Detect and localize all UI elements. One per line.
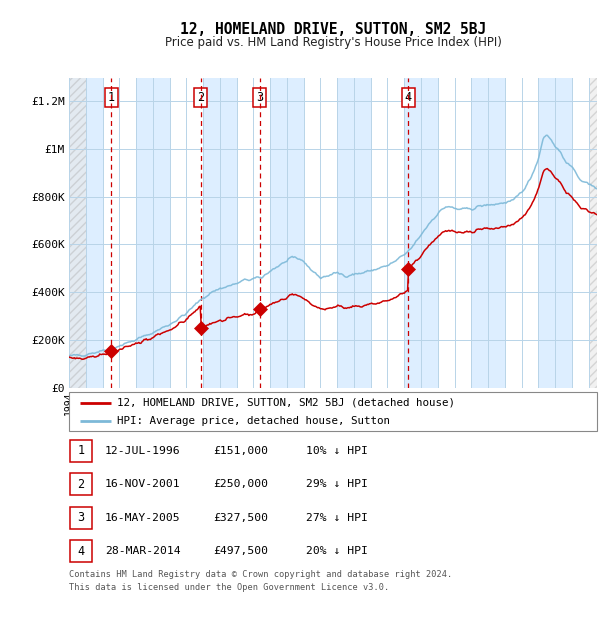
Text: 1: 1 (77, 445, 85, 457)
Text: This data is licensed under the Open Government Licence v3.0.: This data is licensed under the Open Gov… (69, 583, 389, 593)
Text: 12, HOMELAND DRIVE, SUTTON, SM2 5BJ: 12, HOMELAND DRIVE, SUTTON, SM2 5BJ (180, 22, 486, 37)
Text: 12, HOMELAND DRIVE, SUTTON, SM2 5BJ (detached house): 12, HOMELAND DRIVE, SUTTON, SM2 5BJ (det… (116, 398, 455, 408)
Bar (69, 78, 86, 388)
Text: 29% ↓ HPI: 29% ↓ HPI (306, 479, 368, 489)
Bar (404, 78, 438, 388)
Text: 12-JUL-1996: 12-JUL-1996 (105, 446, 181, 456)
Text: 16-MAY-2005: 16-MAY-2005 (105, 513, 181, 523)
Text: 4: 4 (77, 545, 85, 557)
Text: 2: 2 (197, 91, 205, 104)
Text: 20% ↓ HPI: 20% ↓ HPI (306, 546, 368, 556)
Bar (270, 78, 304, 388)
Text: 3: 3 (77, 512, 85, 524)
Text: HPI: Average price, detached house, Sutton: HPI: Average price, detached house, Sutt… (116, 416, 389, 426)
Text: Contains HM Land Registry data © Crown copyright and database right 2024.: Contains HM Land Registry data © Crown c… (69, 570, 452, 579)
Text: Price paid vs. HM Land Registry's House Price Index (HPI): Price paid vs. HM Land Registry's House … (164, 36, 502, 49)
Text: £327,500: £327,500 (213, 513, 268, 523)
Text: 3: 3 (256, 91, 263, 104)
Bar (589, 78, 597, 388)
Bar (538, 78, 572, 388)
Bar (69, 78, 86, 388)
Text: 10% ↓ HPI: 10% ↓ HPI (306, 446, 368, 456)
Bar (69, 78, 103, 388)
Text: 4: 4 (404, 91, 412, 104)
Text: £151,000: £151,000 (213, 446, 268, 456)
Bar (589, 78, 597, 388)
Text: 28-MAR-2014: 28-MAR-2014 (105, 546, 181, 556)
Bar (337, 78, 371, 388)
Bar (203, 78, 236, 388)
Text: £250,000: £250,000 (213, 479, 268, 489)
Text: 1: 1 (108, 91, 115, 104)
Bar (136, 78, 170, 388)
Text: 16-NOV-2001: 16-NOV-2001 (105, 479, 181, 489)
Bar (471, 78, 505, 388)
Text: £497,500: £497,500 (213, 546, 268, 556)
Text: 2: 2 (77, 478, 85, 490)
Text: 27% ↓ HPI: 27% ↓ HPI (306, 513, 368, 523)
